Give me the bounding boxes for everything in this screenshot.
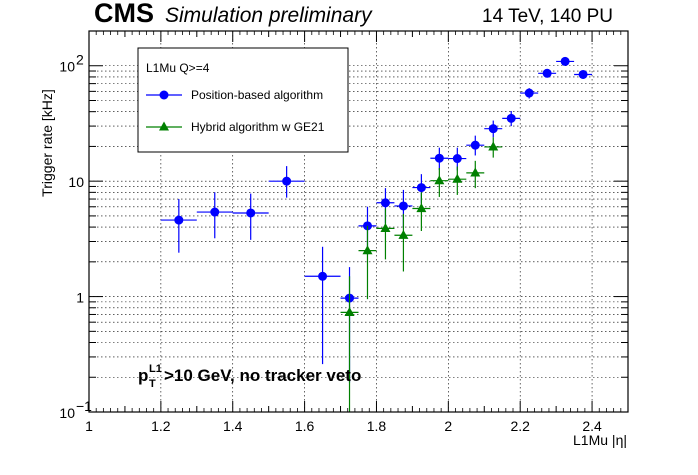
annotation-p: p: [138, 366, 148, 385]
series-hybrid-ge21: [340, 137, 503, 412]
selection-annotation: p T L1 >10 GeV, no tracker veto: [138, 363, 361, 390]
annotation-text: >10 GeV, no tracker veto: [164, 366, 361, 385]
y-axis-label: Trigger rate [kHz]: [39, 89, 55, 197]
data-point: [434, 175, 445, 185]
legend-box: [137, 47, 349, 153]
y-tick-label: 1: [76, 290, 84, 306]
legend: L1Mu Q>=4 Position-based algorithm Hybri…: [137, 47, 349, 153]
data-point: [560, 56, 570, 66]
status-label: Simulation preliminary: [165, 4, 373, 27]
data-point: [246, 208, 256, 218]
x-axis-label: L1Mu |η|: [573, 432, 627, 448]
x-tick-label: 2.2: [510, 418, 530, 434]
data-point: [470, 140, 480, 150]
series-position-based: [160, 56, 593, 383]
y-tick-label: 10: [59, 405, 75, 421]
data-point: [416, 203, 427, 213]
data-point: [380, 198, 390, 208]
data-point: [524, 88, 534, 98]
x-tick-label: 1.8: [367, 418, 387, 434]
annotation-subscript: T: [149, 378, 156, 390]
data-series: [160, 56, 593, 412]
data-point: [452, 173, 463, 183]
data-point: [488, 124, 498, 134]
x-tick-label: 2: [444, 418, 452, 434]
x-tick-label: 1.4: [223, 418, 243, 434]
x-tick-label: 2.4: [582, 418, 602, 434]
experiment-label: CMS: [94, 0, 154, 28]
y-tick-label: 10: [59, 59, 75, 75]
data-point: [542, 68, 552, 78]
legend-label-hybrid: Hybrid algorithm w GE21: [191, 120, 325, 134]
data-point: [506, 113, 516, 123]
data-point: [416, 183, 426, 193]
data-point: [488, 141, 499, 151]
data-point: [578, 69, 588, 79]
x-tick-label: 1: [85, 418, 93, 434]
plot-frame: [88, 30, 629, 413]
data-point: [434, 153, 444, 163]
legend-marker-circle: [159, 90, 169, 100]
conditions-label: 14 TeV, 140 PU: [482, 6, 613, 27]
y-tick-exponent: −1: [76, 398, 92, 414]
legend-label-position: Position-based algorithm: [191, 88, 323, 102]
data-point: [318, 271, 328, 281]
data-point: [380, 222, 391, 232]
data-point: [452, 154, 462, 164]
grid-lines: [89, 31, 628, 412]
data-point: [398, 201, 408, 211]
data-point: [362, 245, 373, 255]
data-point: [344, 306, 355, 316]
data-point: [174, 215, 184, 225]
annotation-superscript: L1: [149, 363, 162, 375]
x-tick-label: 1.2: [151, 418, 171, 434]
legend-title: L1Mu Q>=4: [146, 61, 210, 75]
data-point: [210, 207, 220, 217]
axis-ticks: [88, 30, 629, 413]
data-point: [470, 167, 481, 177]
x-tick-label: 1.6: [295, 418, 315, 434]
legend-marker-triangle: [159, 121, 169, 131]
y-tick-exponent: 2: [76, 52, 84, 68]
data-point: [398, 229, 409, 239]
data-point: [282, 176, 292, 186]
y-tick-label: 10: [68, 174, 84, 190]
